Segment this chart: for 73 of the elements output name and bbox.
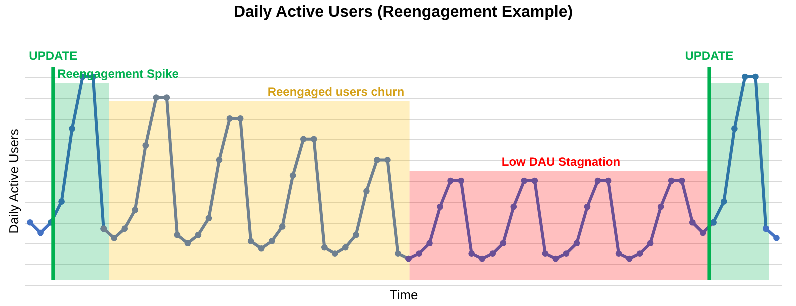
point	[490, 250, 496, 257]
point	[132, 206, 139, 214]
point	[416, 250, 422, 257]
point	[574, 240, 580, 247]
point	[626, 256, 633, 262]
point	[732, 126, 738, 132]
point	[721, 198, 728, 205]
point	[594, 178, 602, 184]
point	[237, 115, 244, 122]
point	[142, 142, 150, 149]
point	[38, 230, 44, 236]
point	[195, 232, 202, 238]
point	[300, 136, 307, 143]
point	[321, 244, 328, 251]
point	[374, 157, 380, 164]
point	[616, 250, 622, 257]
chart-title: Daily Active Users (Reengagement Example)	[234, 4, 574, 21]
point	[332, 250, 338, 257]
point	[395, 250, 402, 257]
point	[384, 157, 391, 164]
point	[174, 232, 181, 238]
point	[426, 240, 433, 247]
point	[353, 232, 360, 238]
point	[468, 250, 475, 257]
y-axis-title: Daily Active Users	[6, 128, 22, 234]
point	[290, 172, 296, 179]
point	[258, 245, 265, 252]
annotation: Low DAU Stagnation	[502, 155, 621, 169]
point	[184, 240, 192, 247]
point	[774, 235, 780, 242]
point	[111, 235, 118, 242]
point	[364, 188, 370, 195]
point	[563, 250, 570, 257]
x-axis-title: Time	[390, 288, 418, 302]
point	[268, 238, 276, 244]
point	[658, 204, 664, 210]
point	[510, 204, 518, 210]
point	[552, 256, 560, 262]
point	[342, 244, 349, 251]
point	[122, 226, 128, 232]
point	[279, 224, 286, 230]
point	[584, 204, 591, 210]
point	[69, 126, 76, 132]
point	[479, 256, 486, 262]
annotation: Reengagement Spike	[58, 67, 180, 81]
point	[27, 219, 34, 226]
point	[448, 178, 454, 184]
point	[605, 178, 612, 184]
point	[206, 215, 212, 222]
point	[752, 74, 759, 80]
point	[742, 74, 748, 80]
point	[689, 219, 696, 226]
point	[678, 178, 686, 184]
point	[437, 204, 444, 210]
point	[226, 115, 234, 122]
point	[668, 178, 675, 184]
point	[700, 230, 706, 236]
point	[647, 240, 654, 247]
point	[216, 157, 223, 164]
point	[153, 94, 160, 101]
point	[521, 178, 528, 184]
point	[58, 198, 65, 205]
point	[532, 178, 538, 184]
point	[500, 240, 507, 247]
text: UPDATE	[29, 49, 78, 63]
point	[164, 94, 170, 101]
annotation: Reengaged users churn	[268, 85, 405, 99]
point	[310, 136, 318, 143]
point	[248, 238, 254, 244]
text: UPDATE	[685, 49, 734, 63]
point	[636, 250, 644, 257]
point	[458, 178, 464, 184]
point	[542, 250, 549, 257]
